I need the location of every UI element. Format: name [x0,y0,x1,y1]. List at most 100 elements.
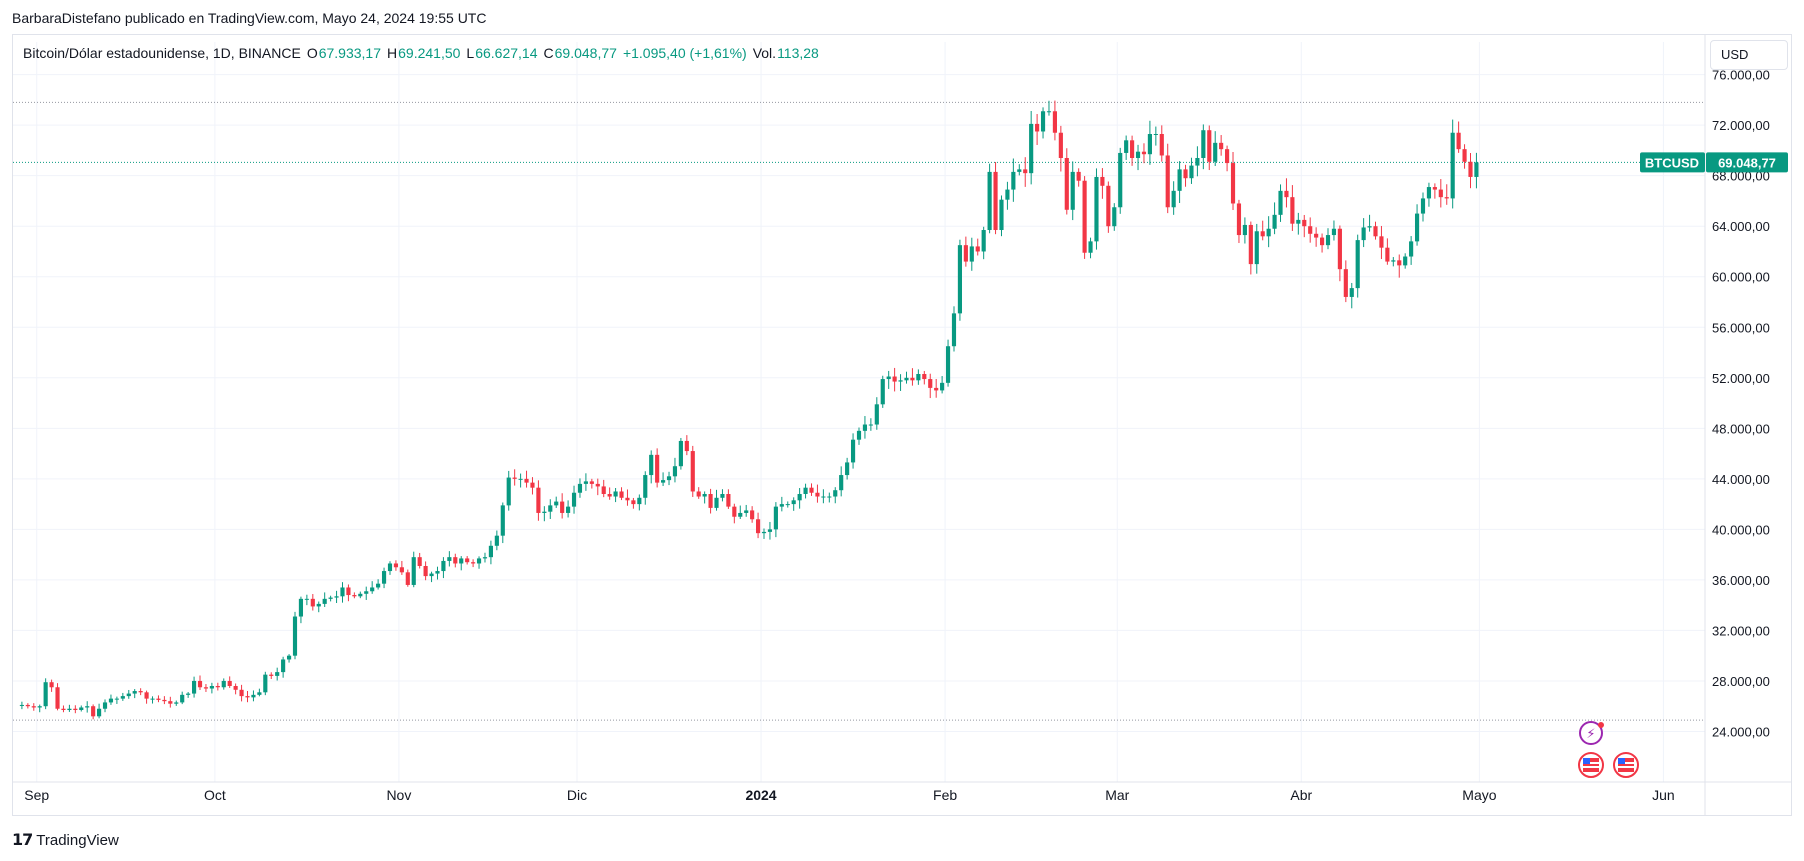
x-tick-label: Oct [204,787,226,803]
candle-body [1064,158,1069,210]
candle-body [221,680,226,688]
candle-body [1159,134,1164,156]
candle-body [1052,111,1057,133]
candle-body [1284,190,1289,198]
candle-body [1201,130,1206,158]
candle-body [744,510,749,513]
candle-body [690,451,695,492]
candle-body [275,672,280,676]
candle-body [346,587,351,596]
candle-body [233,686,238,690]
candle-body [1213,142,1218,162]
candle-body [209,686,214,689]
candle-body [292,616,298,656]
candle-body [643,475,648,498]
candle-body [542,511,547,513]
candle-body [1124,140,1129,153]
candle-body [316,603,321,607]
candle-body [803,487,808,494]
candle-body [761,531,767,534]
candle-body [1082,180,1087,253]
candle-body [1219,142,1224,150]
candle-body [595,483,600,487]
candle-body [180,694,185,703]
candle-body [922,374,927,380]
y-tick-label: 52.000,00 [1712,371,1770,386]
candle-body [37,706,42,708]
candle-body [1153,134,1158,135]
candle-body [1367,226,1372,228]
y-tick-label: 76.000,00 [1712,68,1770,83]
candle-body [168,701,173,704]
candle-body [459,558,464,564]
candle-body [358,593,363,597]
candle-body [1361,227,1366,241]
candle-body [821,496,826,498]
y-tick-label: 56.000,00 [1712,320,1770,335]
y-tick-label: 60.000,00 [1712,270,1770,285]
candle-body [548,505,553,512]
currency-button[interactable]: USD [1710,40,1788,70]
candle-body [405,572,410,585]
candle-body [613,491,618,497]
candle-body [67,708,72,710]
candle-body [868,424,873,426]
candle-body [1242,224,1247,236]
candle-body [1468,161,1473,177]
candle-body [785,504,790,506]
candle-body [732,506,737,517]
candle-body [85,706,90,708]
candle-body [1029,123,1034,174]
candle-body [465,558,470,563]
candle-body [1112,207,1117,227]
candle-body [767,529,773,532]
legend-high: H 69.241,50 [387,45,461,61]
candle-body [1005,189,1010,200]
candle-body [1456,132,1461,150]
candle-body [738,512,743,517]
candle-body [49,682,54,688]
legend-symbol[interactable]: Bitcoin/Dólar estadounidense, 1D, BINANC… [23,45,301,61]
candle-body [993,171,998,230]
tradingview-footer[interactable]: 𝟭𝟳 TradingView [12,830,119,850]
candle-body [536,487,541,513]
candle-body [773,506,778,530]
candle-body [589,481,594,484]
candle-body [399,567,404,573]
candle-body [904,377,909,381]
candle-body [126,693,131,697]
candle-body [197,680,203,688]
candle-body [257,692,262,695]
candle-body [411,557,416,585]
candle-body [957,245,963,314]
candle-body [19,704,24,706]
legend-close: C 69.048,77 [543,45,617,61]
candle-body [1106,185,1111,227]
candle-body [910,377,915,381]
candle-body [940,382,945,391]
candle-body [1088,241,1093,253]
candle-body [815,492,820,497]
candle-body [1296,219,1301,224]
candle-body [1254,231,1259,265]
candle-body [571,492,577,507]
candle-body [661,480,666,483]
candle-body [310,598,315,607]
candle-body [1266,228,1271,237]
candle-body [1420,198,1426,214]
candle-body [945,346,951,383]
candle-body [150,698,155,700]
candle-body [120,696,125,699]
candle-body [25,704,30,707]
candle-body [999,199,1004,230]
candle-body [981,230,986,252]
candle-body [649,454,654,476]
candle-body [1426,187,1432,199]
candle-body [672,466,678,477]
candle-body [951,313,957,347]
candle-body [1189,165,1194,179]
candle-body [1409,241,1414,257]
candle-body [269,674,274,676]
y-tick-label: 36.000,00 [1712,573,1770,588]
